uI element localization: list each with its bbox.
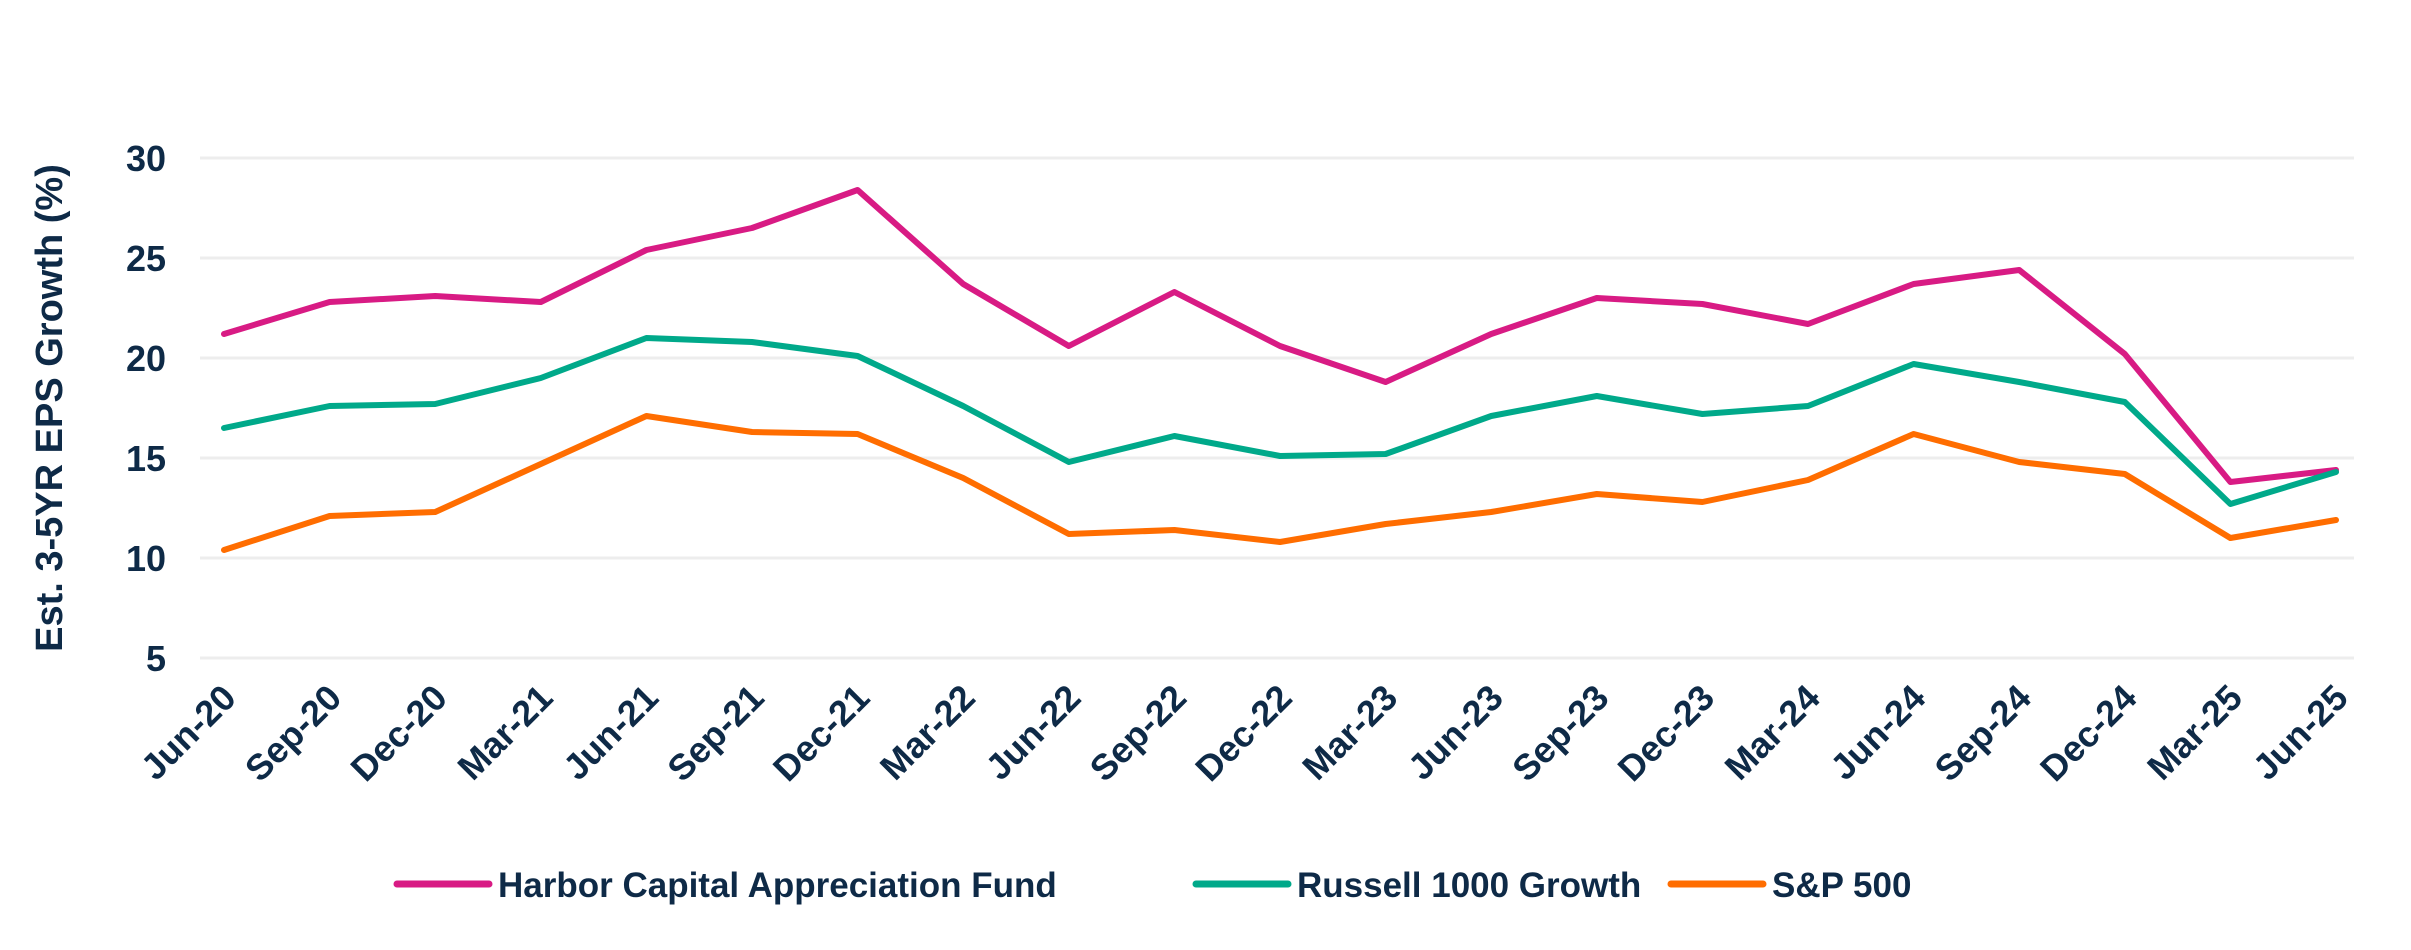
y-tick-label: 5 (146, 638, 166, 679)
y-axis-title: Est. 3-5YR EPS Growth (%) (29, 164, 71, 652)
x-tick-label: Sep-20 (237, 677, 349, 789)
series-lines (221, 187, 2339, 553)
legend-item: Russell 1000 Growth (1192, 866, 1641, 905)
x-axis-ticks: Jun-20Sep-20Dec-20Mar-21Jun-21Sep-21Dec-… (133, 677, 2356, 789)
x-tick-label: Mar-22 (872, 677, 983, 788)
series-line-0 (221, 187, 2339, 485)
y-tick-label: 25 (126, 238, 166, 279)
x-tick-label: Mar-24 (1717, 677, 1828, 788)
y-axis-ticks: 5 10 15 20 25 30 (126, 138, 166, 679)
legend-item: S&P 500 (1667, 866, 1911, 905)
legend-label: S&P 500 (1772, 866, 1911, 905)
x-tick-label: Dec-20 (342, 677, 454, 789)
x-tick-label: Jun-23 (1400, 677, 1511, 788)
y-tick-label: 15 (126, 438, 166, 479)
x-tick-label: Dec-24 (2032, 677, 2144, 789)
y-tick-label: 10 (126, 538, 166, 579)
x-tick-label: Jun-21 (555, 677, 666, 788)
legend-item: Harbor Capital Appreciation Fund (393, 866, 1057, 905)
legend-label: Russell 1000 Growth (1297, 866, 1641, 905)
y-tick-label: 30 (126, 138, 166, 179)
series-line-1 (221, 335, 2339, 507)
x-tick-label: Sep-22 (1082, 677, 1194, 789)
x-tick-label: Sep-21 (659, 677, 771, 789)
x-tick-label: Jun-25 (2245, 677, 2356, 788)
series-line-2 (221, 413, 2339, 553)
x-tick-label: Dec-23 (1610, 677, 1722, 789)
x-tick-label: Sep-23 (1504, 677, 1616, 789)
x-tick-label: Sep-24 (1926, 677, 2038, 789)
x-tick-label: Dec-22 (1187, 677, 1299, 789)
y-tick-label: 20 (126, 338, 166, 379)
x-tick-label: Jun-22 (977, 677, 1088, 788)
gridlines (200, 156, 2354, 660)
x-tick-label: Mar-23 (1294, 677, 1405, 788)
x-tick-label: Jun-24 (1822, 677, 1933, 788)
x-tick-label: Mar-21 (449, 677, 560, 788)
legend: Harbor Capital Appreciation Fund Russell … (393, 866, 1911, 905)
x-tick-label: Mar-25 (2139, 677, 2250, 788)
x-tick-label: Dec-21 (765, 677, 877, 789)
x-tick-label: Jun-20 (133, 677, 244, 788)
legend-label: Harbor Capital Appreciation Fund (498, 866, 1057, 905)
